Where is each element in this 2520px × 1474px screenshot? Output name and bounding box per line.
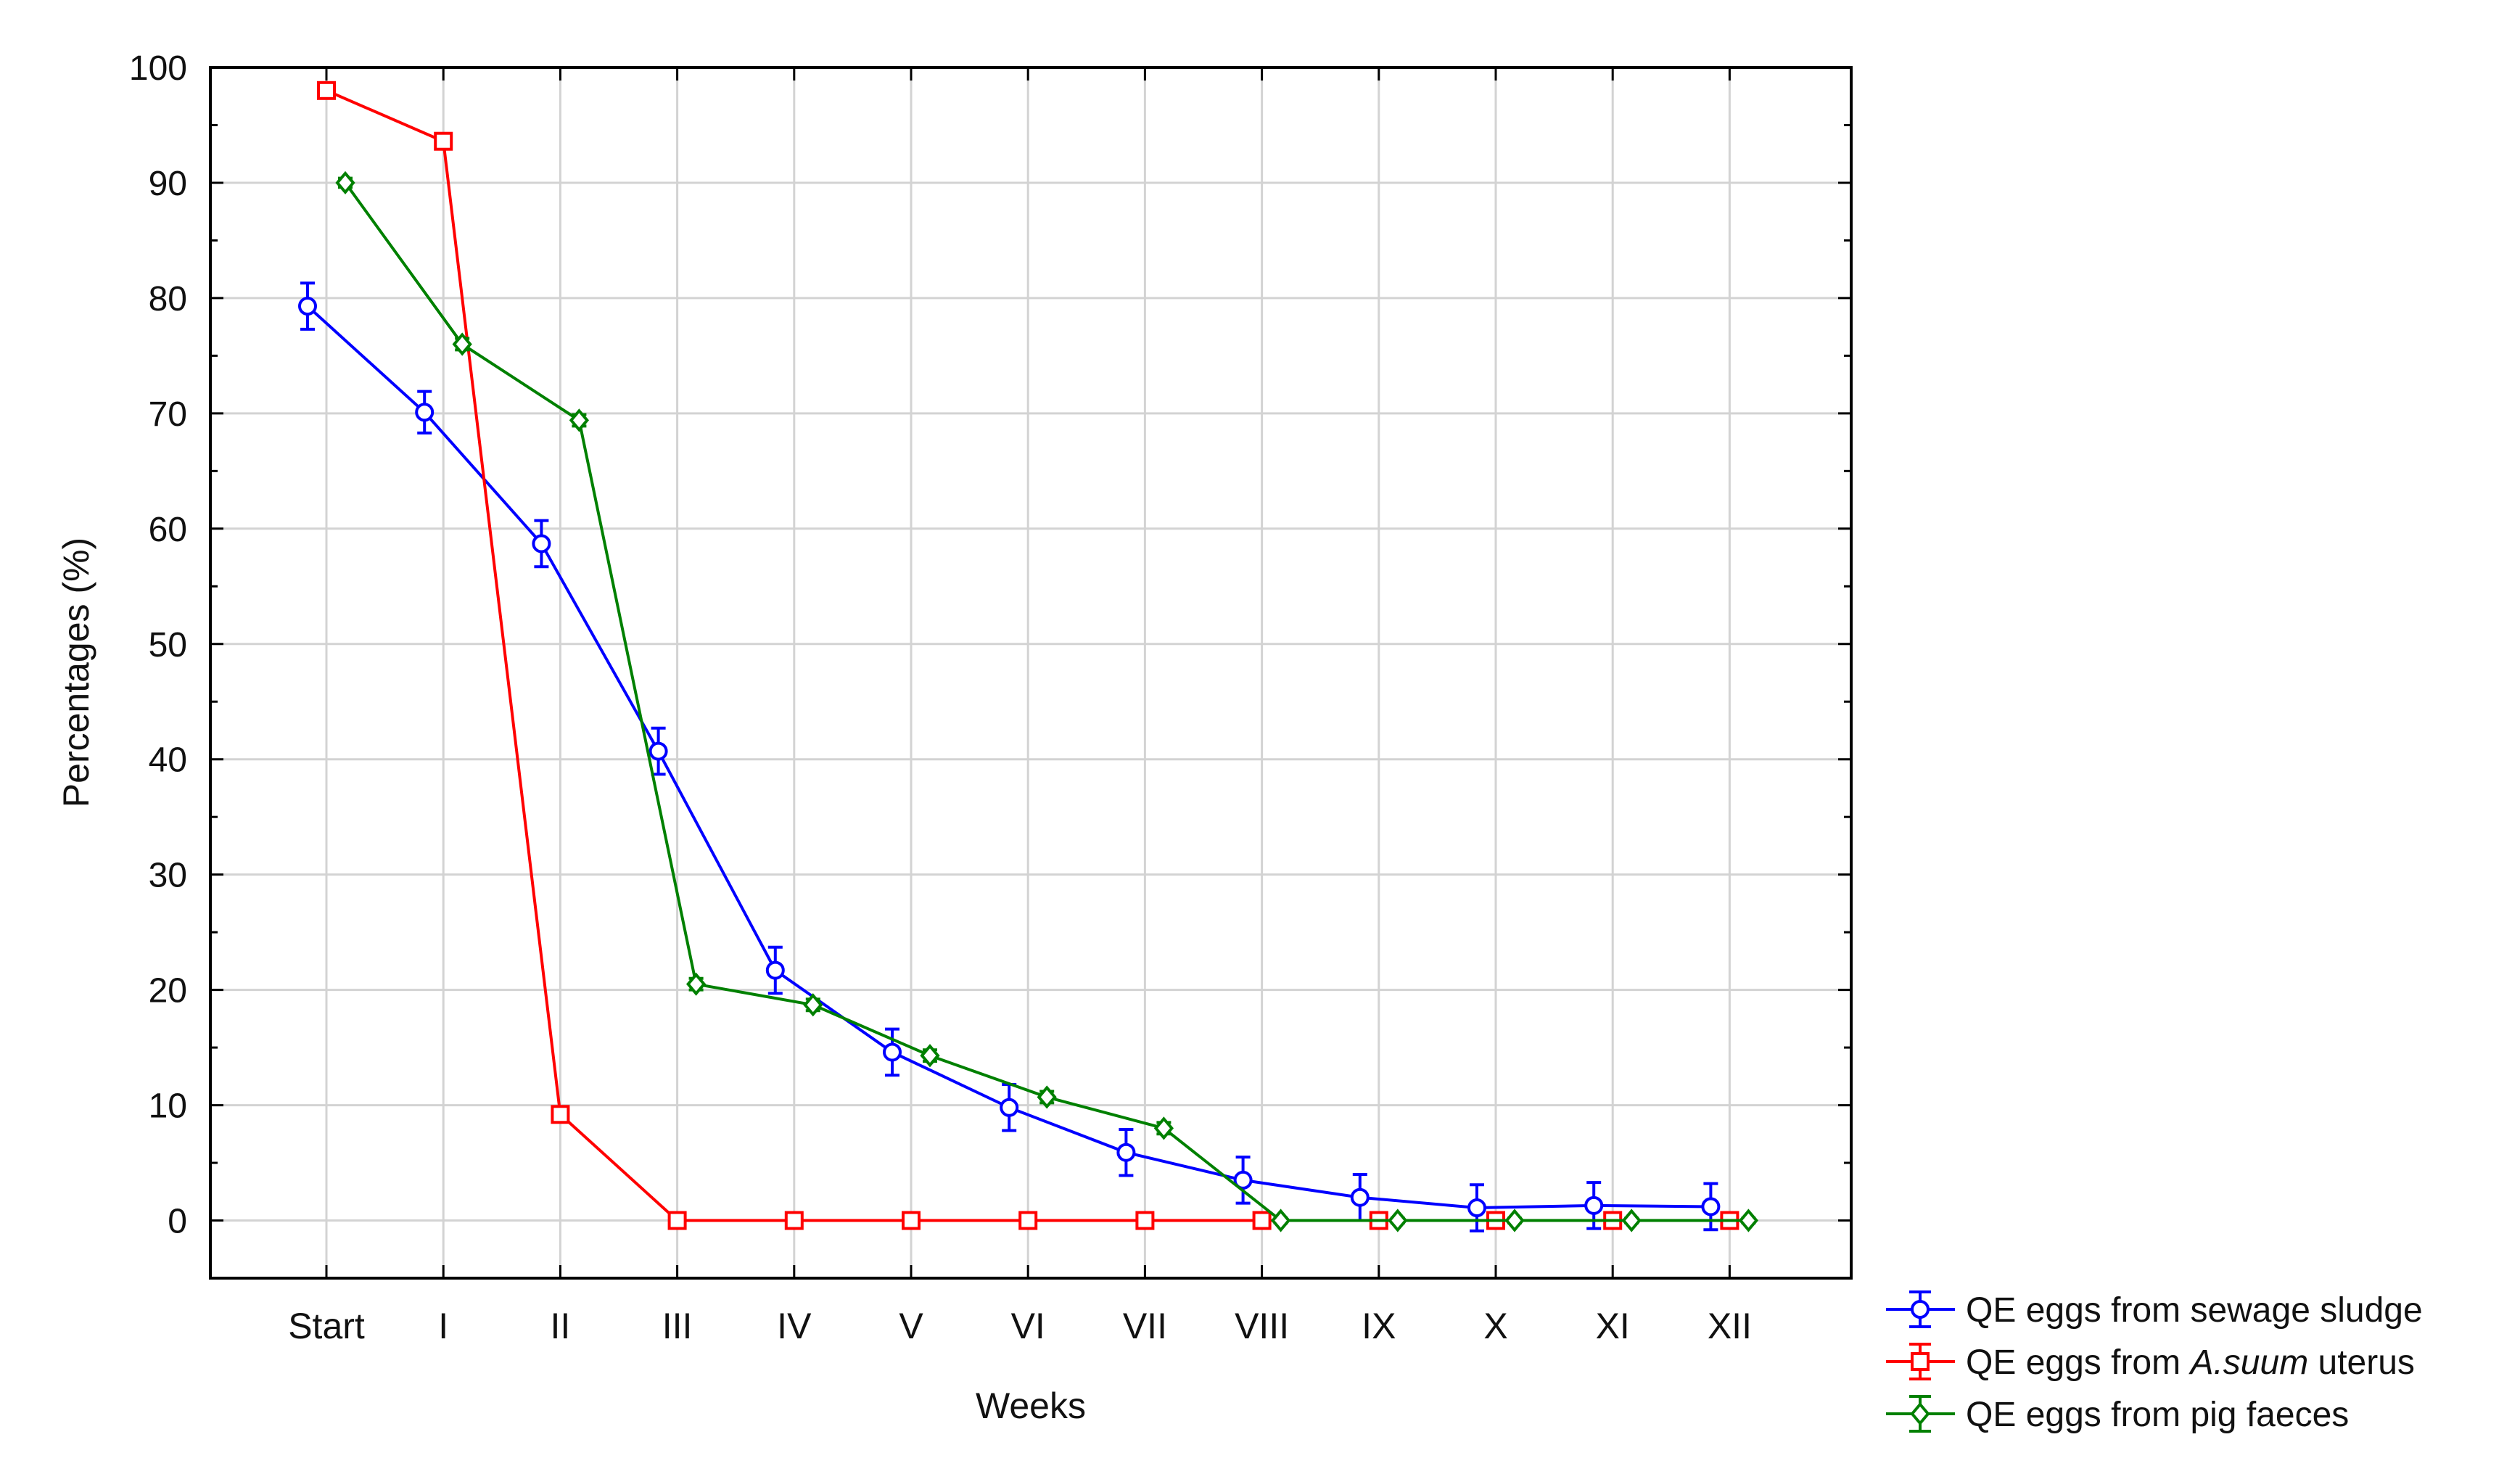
y-axis-label: Percentages (%) (56, 538, 96, 807)
data-point (1153, 1116, 1174, 1140)
legend-label: QE eggs from pig faeces (1966, 1396, 2349, 1434)
y-tick-label: 20 (149, 972, 187, 1010)
data-point (1252, 1211, 1272, 1230)
series-0 (298, 281, 1721, 1232)
x-tick-label: Start (288, 1306, 365, 1346)
x-tick-label: III (662, 1306, 693, 1346)
data-point (1270, 1209, 1291, 1232)
data-point (317, 81, 336, 100)
y-tick-label: 50 (149, 626, 187, 664)
data-point (335, 170, 355, 195)
legend: QE eggs from sewage sludge QE eggs from A… (1886, 1290, 2423, 1434)
x-tick-label: VII (1123, 1306, 1167, 1346)
data-point (667, 1211, 687, 1230)
data-point (569, 408, 590, 432)
data-point (1018, 1211, 1038, 1230)
legend-label-text: QE eggs from (1966, 1343, 2190, 1382)
series-layer (298, 81, 1759, 1232)
data-point (1504, 1209, 1525, 1232)
y-tick-label: 70 (149, 395, 187, 434)
x-tick-label: X (1483, 1306, 1507, 1346)
data-point (415, 403, 435, 422)
y-tick-label: 0 (168, 1203, 187, 1241)
data-point (920, 1044, 940, 1068)
x-tick-label: II (551, 1306, 571, 1346)
data-point (452, 332, 472, 356)
data-point (298, 297, 317, 316)
x-axis-ticks: Start I II III IV V VI VII VIII IX X XI XII (288, 67, 1752, 1346)
legend-label-text: QE eggs from sewage sludge (1966, 1291, 2423, 1330)
plot-border (209, 66, 1853, 1280)
legend-entry: QE eggs from pig faeces (1886, 1395, 2349, 1434)
plot-area (210, 67, 1851, 1278)
plot-frame (209, 66, 1853, 1280)
data-point (1467, 1198, 1486, 1218)
legend-label-suffix: uterus (2308, 1343, 2415, 1382)
y-tick-label: 30 (149, 857, 187, 895)
data-point (685, 972, 707, 996)
x-tick-label: IX (1362, 1306, 1396, 1346)
y-tick-label: 60 (149, 511, 187, 549)
legend-label-italic: A.suum (2188, 1343, 2308, 1382)
data-point (532, 534, 551, 553)
y-tick-label: 40 (149, 741, 187, 780)
y-tick-label: 10 (149, 1087, 187, 1126)
legend-label: QE eggs from A.suum uterus (1966, 1343, 2415, 1382)
x-tick-label: V (899, 1306, 923, 1346)
data-point (765, 960, 785, 980)
data-point (902, 1211, 921, 1230)
legend-marker (1911, 1300, 1930, 1319)
data-point (434, 131, 453, 151)
y-tick-label: 90 (149, 165, 187, 203)
x-tick-label: I (438, 1306, 448, 1346)
data-point (551, 1105, 570, 1124)
data-point (1388, 1209, 1408, 1232)
data-point (883, 1042, 902, 1062)
legend-entry: QE eggs from A.suum uterus (1886, 1343, 2415, 1382)
y-tick-label: 80 (149, 280, 187, 318)
series-2 (335, 170, 1759, 1232)
legend-label: QE eggs from sewage sludge (1966, 1291, 2423, 1330)
y-tick-label: 100 (129, 49, 187, 88)
data-point (1000, 1098, 1019, 1117)
legend-marker (1911, 1352, 1930, 1371)
data-point (1738, 1209, 1759, 1232)
data-point (1116, 1142, 1136, 1162)
data-point (1233, 1170, 1253, 1190)
legend-label-text: QE eggs from pig faeces (1966, 1396, 2349, 1434)
x-tick-label: VIII (1235, 1306, 1289, 1346)
x-tick-label: VI (1011, 1306, 1045, 1346)
y-axis-ticks: 0 10 20 30 40 50 60 70 80 90 100 (129, 49, 1851, 1241)
x-tick-label: IV (777, 1306, 812, 1346)
data-point (1037, 1085, 1057, 1109)
data-point (1350, 1187, 1370, 1207)
x-tick-label: XII (1708, 1306, 1752, 1346)
data-point (1621, 1209, 1642, 1232)
legend-entry: QE eggs from sewage sludge (1886, 1290, 2423, 1330)
data-point (1701, 1197, 1721, 1216)
data-point (1584, 1195, 1604, 1215)
data-point (1135, 1211, 1155, 1230)
x-tick-label: XI (1596, 1306, 1630, 1346)
legend-marker (1910, 1401, 1930, 1426)
data-point (784, 1211, 804, 1230)
x-axis-label: Weeks (976, 1386, 1086, 1426)
data-point (648, 741, 668, 761)
data-point (803, 993, 823, 1017)
